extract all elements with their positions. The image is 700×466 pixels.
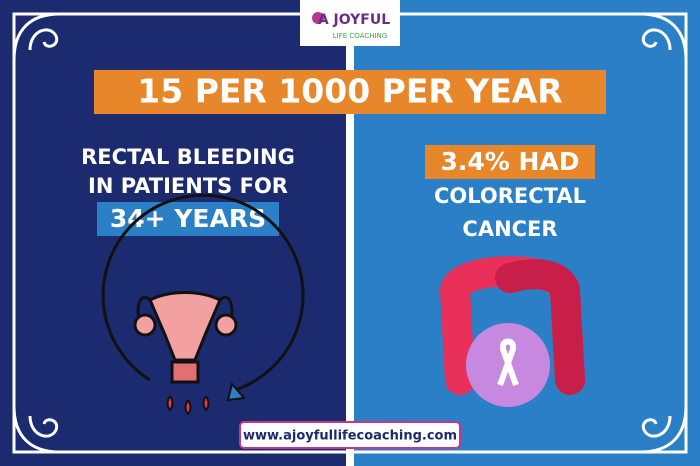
left-line: IN PATIENTS FOR [88, 174, 288, 198]
logo-icon [312, 12, 324, 24]
logo-name: A JOYFUL [318, 12, 390, 28]
logo-tagline: LIFE COACHING [333, 32, 387, 40]
right-line: COLORECTAL [434, 184, 586, 208]
right-highlight: 3.4% HAD [440, 147, 579, 176]
right-line: CANCER [462, 217, 557, 241]
left-line: RECTAL BLEEDING [81, 145, 295, 169]
divider [346, 0, 354, 466]
left-highlight: 34+ YEARS [110, 204, 266, 233]
corner-swirls [12, 12, 688, 454]
colon-icon [439, 256, 585, 407]
headline-box [94, 70, 606, 114]
headline: 15 PER 1000 PER YEAR [137, 72, 562, 111]
right-highlight-box [425, 145, 595, 179]
uterus-icon [101, 193, 305, 416]
footer-box [239, 421, 461, 449]
footer-url: www.ajoyfullifecoaching.com [243, 429, 457, 444]
